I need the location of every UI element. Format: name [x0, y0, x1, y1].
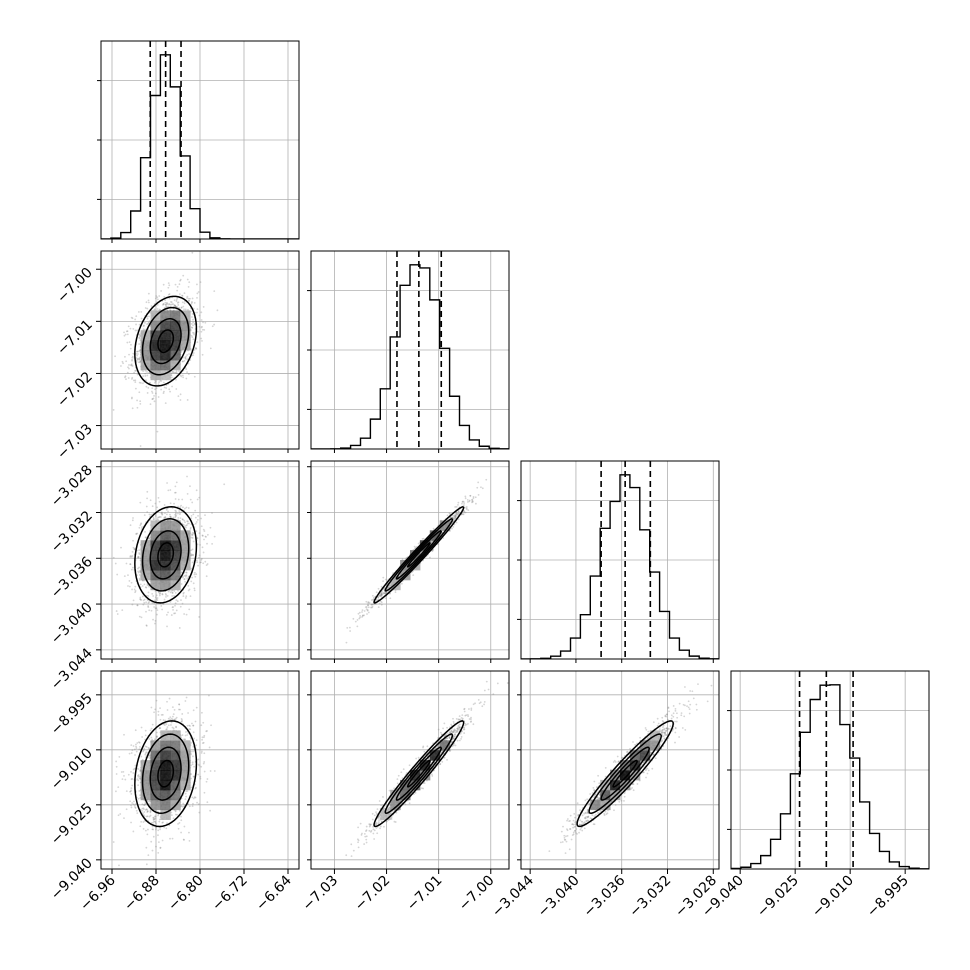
contour-3: [576, 720, 674, 828]
y-tick-label-2-1: −3.040: [48, 600, 96, 648]
contour-2: [384, 518, 454, 592]
scatter-panel-1-3: −7.03 −7.02 −7.01 −7.00: [300, 670, 510, 915]
density-blocks: [140, 310, 191, 381]
histogram-line: [731, 684, 929, 869]
y-tick-label-3-2: −9.010: [48, 745, 96, 793]
histogram-panel-0: [97, 40, 300, 243]
contour-1: [600, 746, 650, 801]
contour-1: [395, 746, 443, 801]
y-tick-label-2-2: −3.036: [48, 554, 96, 602]
histogram-panel-2: [517, 460, 720, 663]
panel-frame: [520, 670, 720, 870]
x-tick-label-3-1: −9.025: [754, 873, 802, 921]
histogram-line: [521, 474, 719, 659]
y-tick-label-2-4: −3.028: [48, 462, 96, 510]
contour-0: [157, 329, 175, 354]
scatter-panel-0-2: −3.044−3.040−3.036−3.032−3.028: [48, 460, 300, 693]
x-tick-label-3-2: −9.010: [809, 873, 857, 921]
histogram-line: [311, 264, 509, 449]
contour-1: [395, 530, 443, 580]
histogram-panel-1: [307, 250, 510, 453]
y-tick-label-3-3: −8.995: [48, 690, 96, 738]
x-tick-label-0-1: −6.88: [121, 873, 163, 915]
contour-2: [141, 518, 190, 592]
contour-3: [134, 506, 198, 604]
scatter-panel-0-1: −7.03 −7.02 −7.01 −7.00: [54, 250, 300, 463]
x-tick-label-3-3: −8.995: [864, 873, 912, 921]
contour-2: [384, 733, 454, 815]
scatter-panel-2-3: −3.044−3.040−3.036−3.032−3.028: [489, 670, 720, 921]
x-tick-label-1-1: −7.02: [352, 873, 394, 915]
x-tick-label-2-0: −3.044: [489, 872, 537, 920]
x-tick-label-1-0: −7.03: [300, 873, 342, 915]
contour-2: [588, 733, 662, 814]
x-tick-label-1-2: −7.01: [404, 873, 446, 915]
y-tick-label-2-0: −3.044: [48, 645, 96, 693]
y-tick-label-1-2: −7.01: [54, 317, 96, 359]
x-tick-label-0-3: −6.72: [209, 873, 251, 915]
histogram-panel-3: −9.040 −9.025 −9.010 −8.995: [699, 670, 930, 921]
contour-2: [141, 306, 190, 376]
x-tick-label-0-4: −6.64: [253, 872, 295, 914]
y-tick-label-1-1: −7.02: [54, 369, 96, 411]
contour-3: [134, 295, 198, 387]
x-tick-label-0-2: −6.80: [165, 873, 207, 915]
x-tick-label-2-1: −3.040: [535, 873, 583, 921]
contour-2: [141, 733, 190, 815]
y-tick-label-1-3: −7.00: [54, 265, 96, 307]
x-tick-label-2-3: −3.032: [626, 873, 674, 921]
y-tick-label-1-0: −7.03: [54, 421, 96, 463]
scatter-panel-0-3: −6.96 −6.88 −6.80 −6.72 −6.64−9.040−9.025−9.…: [48, 670, 300, 915]
x-tick-label-2-2: −3.036: [581, 872, 629, 920]
panel-frame: [310, 670, 510, 870]
contour-0: [157, 759, 175, 788]
contour-1: [149, 318, 182, 365]
contour-0: [406, 759, 431, 788]
y-tick-label-2-3: −3.032: [48, 508, 96, 556]
scatter-panel-1-2: [307, 460, 510, 663]
contour-3: [373, 506, 465, 604]
contour-0: [157, 542, 175, 568]
contour-3: [373, 720, 465, 828]
contour-0: [406, 542, 431, 568]
contour-3: [134, 720, 198, 828]
y-tick-label-3-1: −9.025: [48, 800, 96, 848]
contour-0: [612, 759, 638, 788]
contour-1: [149, 530, 182, 580]
panel-frame: [310, 460, 510, 660]
contour-1: [149, 746, 182, 801]
